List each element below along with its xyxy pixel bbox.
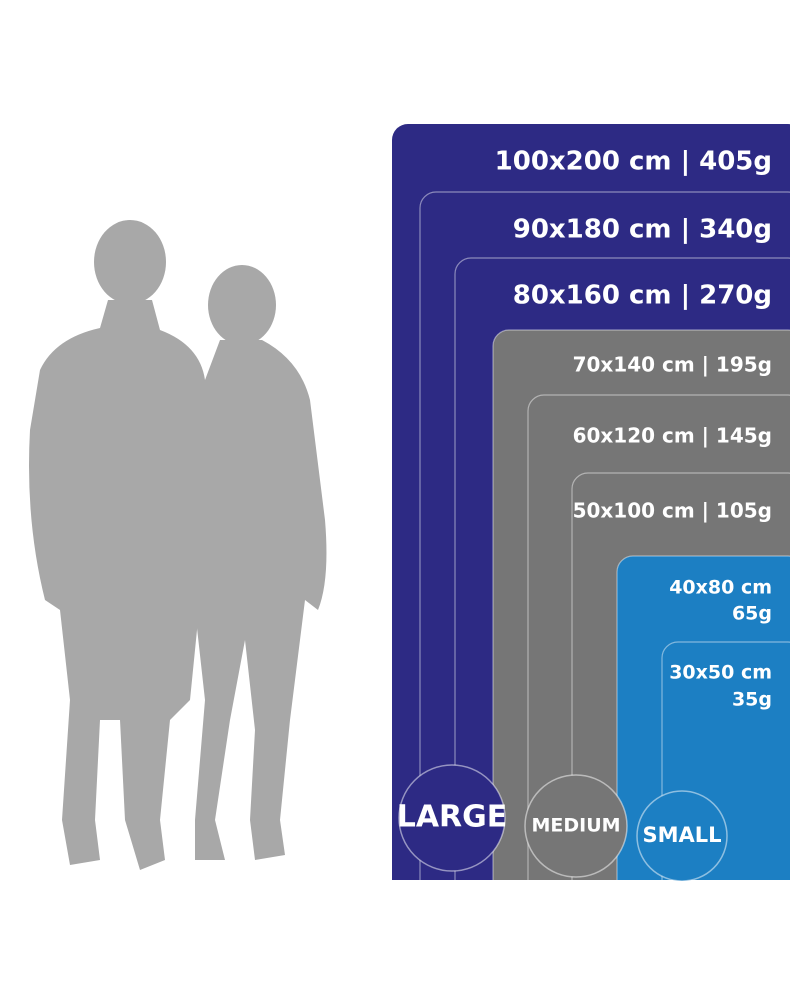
size-label: 100x200 cm | 405g xyxy=(495,147,772,177)
group-label: SMALL xyxy=(642,823,721,847)
size-label: 35g xyxy=(732,689,772,711)
size-label: 65g xyxy=(732,603,772,625)
size-label: 40x80 cm xyxy=(669,577,772,599)
group-label: LARGE xyxy=(397,800,508,835)
group-badge xyxy=(524,774,628,878)
size-label: 90x180 cm | 340g xyxy=(513,215,772,245)
edge-mask xyxy=(790,100,800,900)
group-label: MEDIUM xyxy=(531,815,620,837)
size-boxes: 100x200 cm | 405g 90x180 cm | 340g 80x160 … xyxy=(380,100,800,920)
group-badge xyxy=(398,764,506,872)
size-label: 50x100 cm | 105g xyxy=(573,499,772,523)
size-label: 60x120 cm | 145g xyxy=(573,424,772,448)
bottom-mask xyxy=(380,880,800,920)
size-label: 30x50 cm xyxy=(669,662,772,684)
group-badges: LARGE MEDIUM SMALL xyxy=(397,764,728,882)
size-label: 80x160 cm | 270g xyxy=(513,281,772,311)
group-badge xyxy=(636,790,728,882)
size-label: 70x140 cm | 195g xyxy=(573,353,772,377)
silhouettes xyxy=(29,220,327,870)
